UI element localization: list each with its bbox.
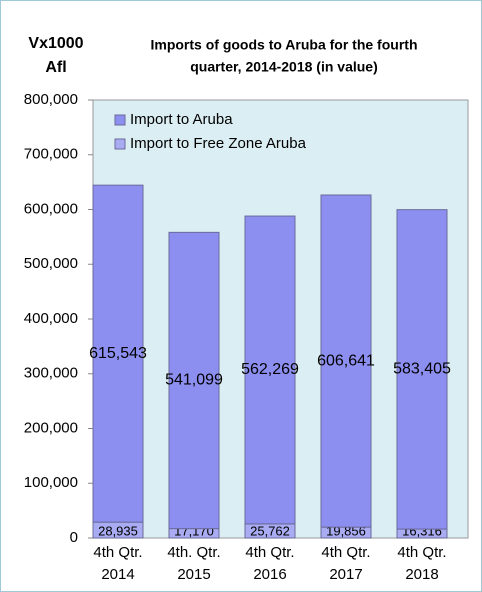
data-label: 28,935 — [98, 523, 138, 538]
x-tick-label: 2014 — [101, 566, 134, 583]
x-tick-label: 2017 — [329, 566, 362, 583]
data-label: 606,641 — [317, 352, 375, 369]
y-tick-label: 600,000 — [24, 200, 78, 217]
y-tick-label: 200,000 — [24, 419, 78, 436]
x-tick-label: 4th Qtr. — [245, 544, 294, 561]
x-tick-label: 4th Qtr. — [397, 544, 446, 561]
data-label: 615,543 — [89, 345, 147, 362]
x-tick-label: 2015 — [177, 566, 210, 583]
bar-segment — [320, 194, 372, 528]
legend-swatch — [114, 114, 126, 126]
legend-label: Import to Free Zone Aruba — [130, 135, 307, 152]
chart-title: quarter, 2014-2018 (in value) — [190, 59, 378, 75]
y-label: Vx1000 — [28, 35, 83, 52]
data-label: 583,405 — [393, 361, 451, 378]
bar-segment — [244, 215, 296, 525]
y-tick-label: 500,000 — [24, 255, 78, 272]
x-tick-label: 4th. Qtr. — [167, 544, 220, 561]
x-tick-label: 4th Qtr. — [321, 544, 370, 561]
data-label: 25,762 — [250, 523, 290, 538]
y-tick-label: 0 — [70, 529, 78, 546]
y-tick-label: 700,000 — [24, 146, 78, 163]
y-tick-label: 100,000 — [24, 474, 78, 491]
bar-segment — [168, 231, 220, 530]
y-tick-label: 400,000 — [24, 310, 78, 327]
legend-label: Import to Aruba — [130, 111, 233, 128]
x-tick-label: 2016 — [253, 566, 286, 583]
x-tick-label: 4th Qtr. — [93, 544, 142, 561]
x-tick-label: 2018 — [405, 566, 438, 583]
data-label: 562,269 — [241, 361, 299, 378]
y-tick-label: 300,000 — [24, 365, 78, 382]
legend-swatch — [114, 138, 126, 150]
y-tick-label: 800,000 — [24, 91, 78, 108]
data-label: 541,099 — [165, 372, 223, 389]
bar-segment — [396, 209, 448, 530]
bar-segment — [92, 184, 144, 523]
chart-title: Imports of goods to Aruba for the fourth — [150, 37, 417, 53]
y-label: Afl — [45, 59, 66, 76]
